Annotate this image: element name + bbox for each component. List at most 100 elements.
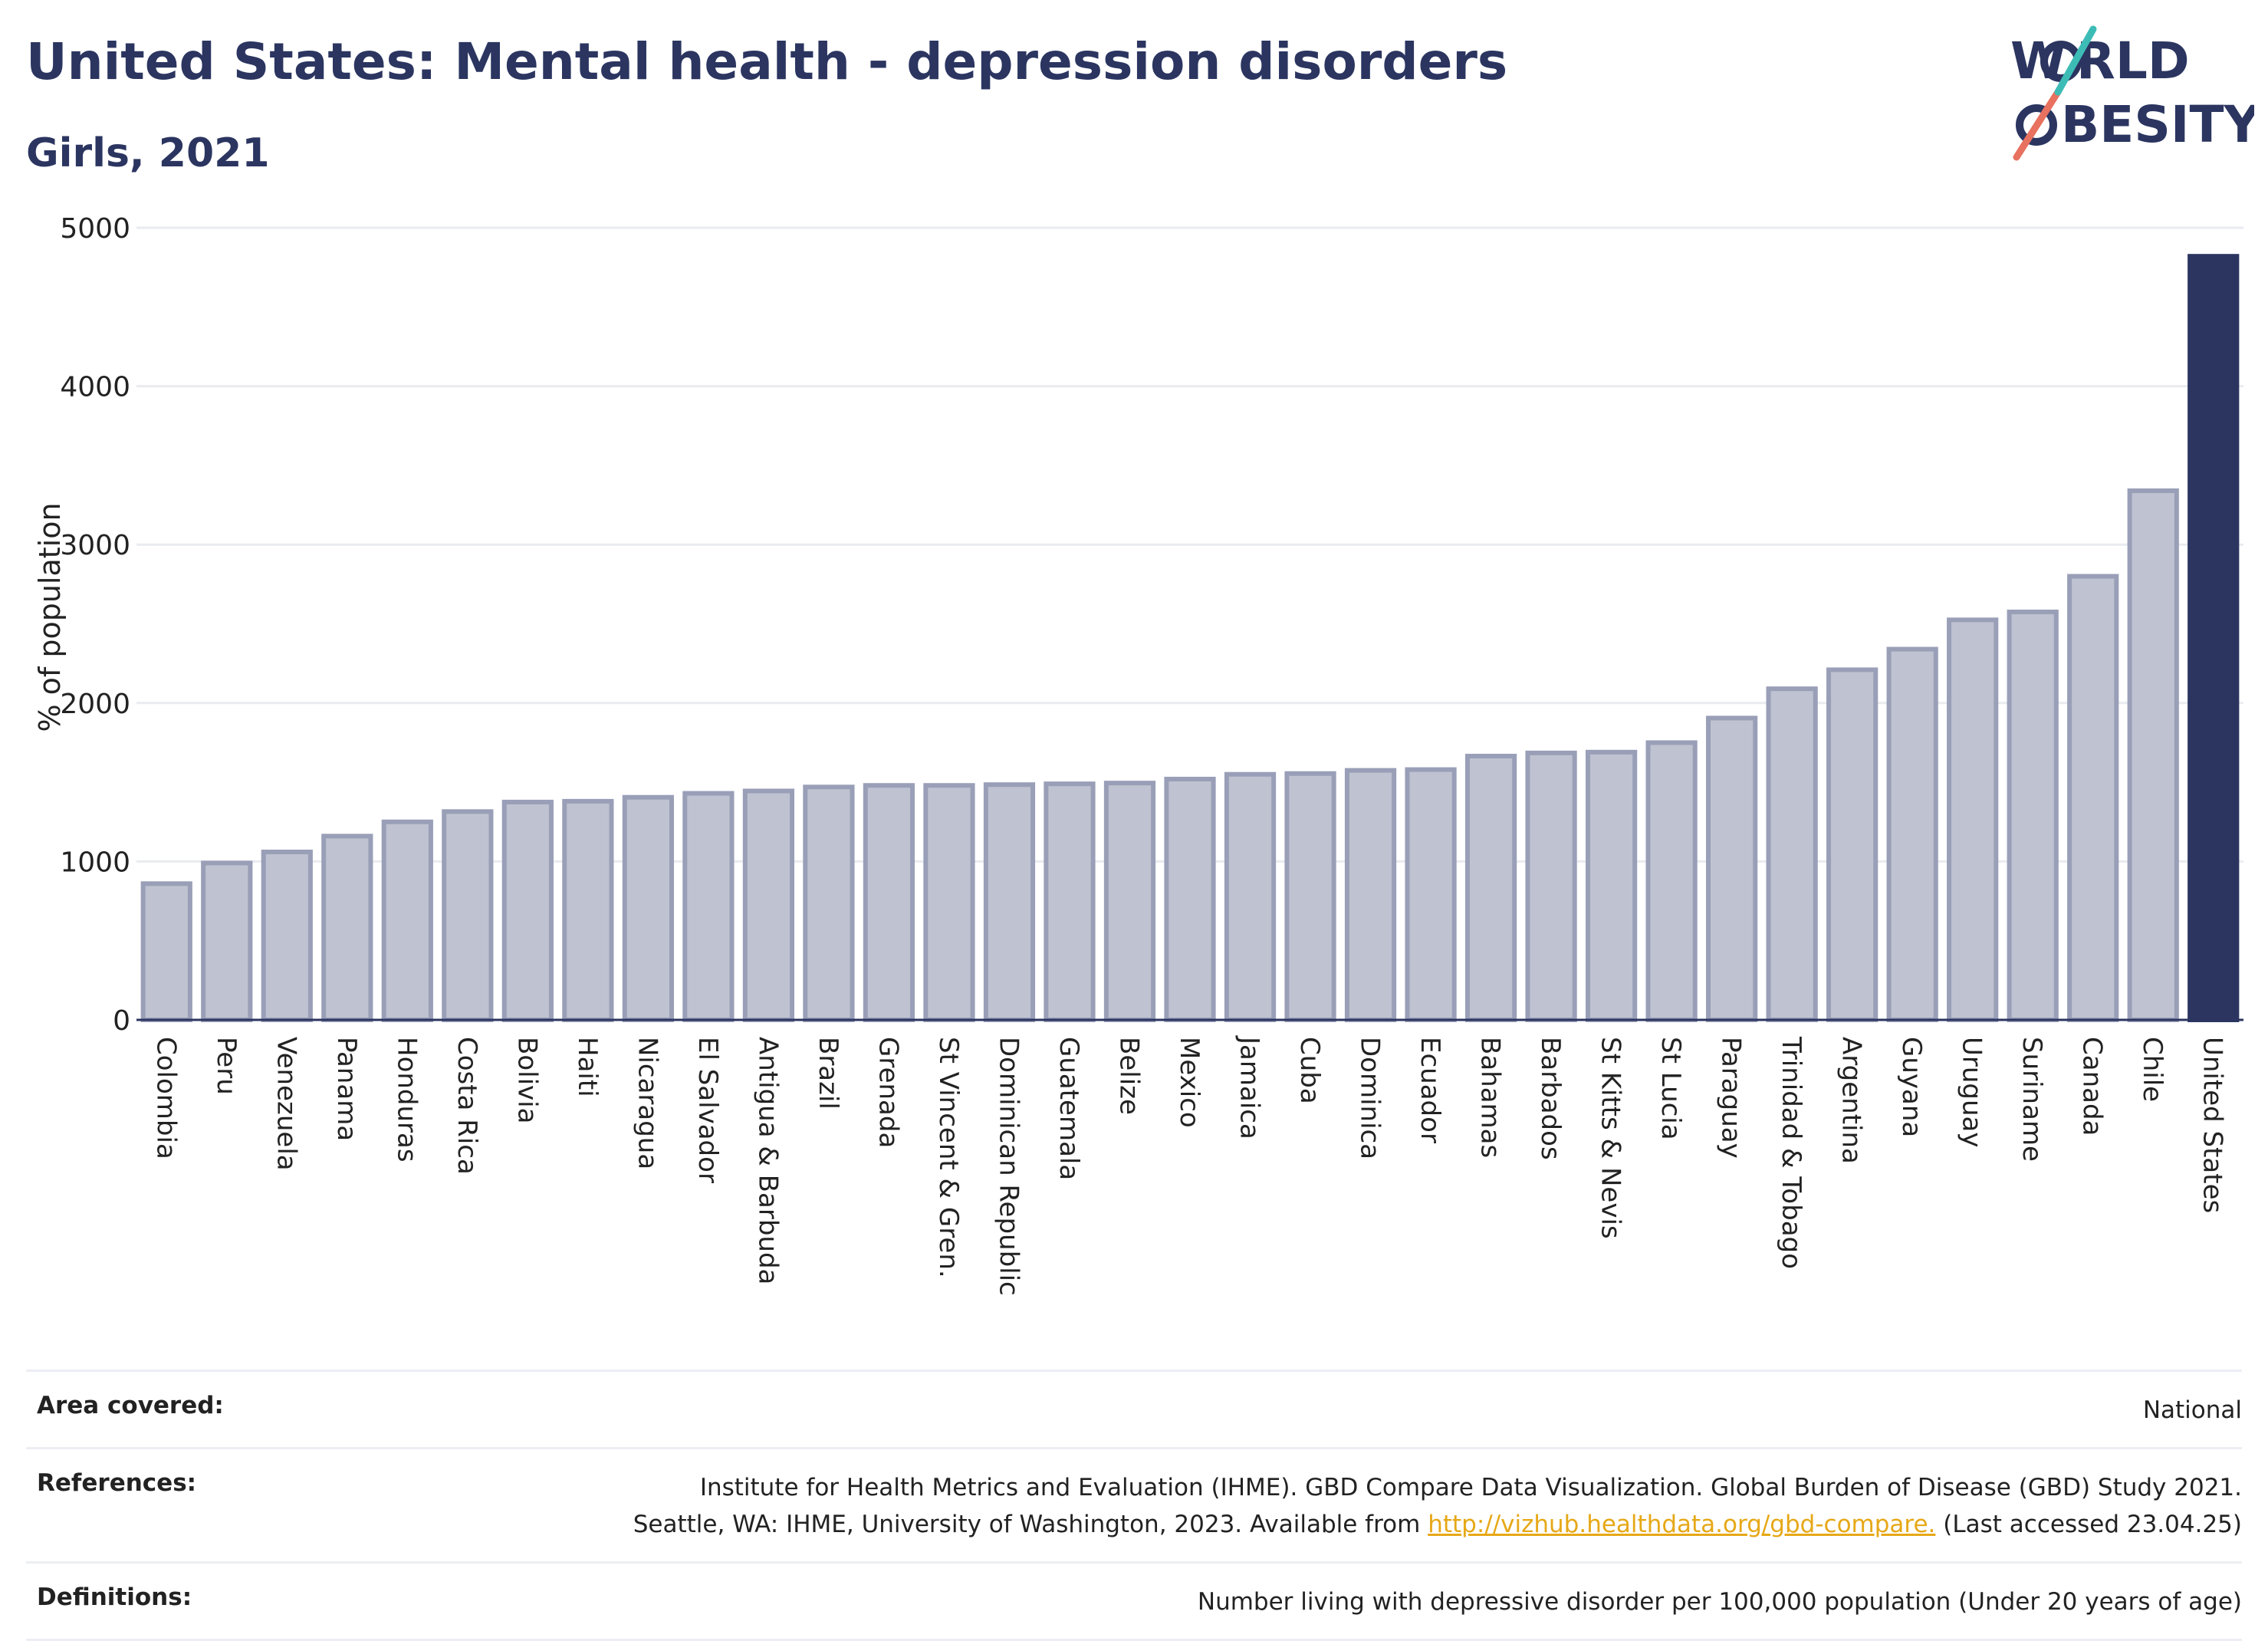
logo-slash-teal — [2054, 25, 2097, 96]
bar-guatemala — [1044, 781, 1096, 1023]
references-link[interactable]: http://vizhub.healthdata.org/gbd-compare… — [1428, 1511, 1936, 1538]
x-tick-label: Bolivia — [511, 1037, 542, 1123]
bar-st-lucia — [1645, 740, 1698, 1022]
logo-line1-rest: RLD — [2076, 31, 2190, 90]
bar-venezuela — [261, 850, 313, 1023]
x-tick-label: Colombia — [150, 1037, 181, 1159]
x-tick-label: Antigua & Barbuda — [752, 1037, 783, 1284]
x-tick-label: Chile — [2137, 1037, 2168, 1102]
x-tick-label: Dominican Republic — [993, 1037, 1024, 1296]
definitions-label: Definitions: — [37, 1583, 192, 1611]
bar-jamaica — [1224, 771, 1277, 1023]
x-tick-label: Nicaragua — [632, 1037, 662, 1169]
y-tick-label: 4000 — [60, 372, 130, 403]
x-tick-label: Haiti — [572, 1037, 603, 1097]
x-tick-label: Venezuela — [271, 1037, 301, 1171]
x-tick-label: Guyana — [1896, 1037, 1927, 1137]
references-label: References: — [37, 1469, 197, 1497]
x-tick-label: Dominica — [1355, 1037, 1385, 1159]
x-tick-label: Paraguay — [1716, 1037, 1747, 1159]
bar-uruguay — [1947, 617, 1999, 1022]
x-tick-label: Jamaica — [1234, 1035, 1265, 1139]
logo-line2: BESITY — [2061, 95, 2254, 154]
chart-subtitle: Girls, 2021 — [26, 130, 270, 176]
bar-canada — [2067, 574, 2119, 1022]
bar-dominica — [1344, 768, 1397, 1022]
bar-trinidad-tobago — [1766, 686, 1818, 1022]
x-axis-labels: Colombia Peru Venezuela Panama Honduras Costa… — [150, 1035, 2227, 1296]
bar-el-salvador — [682, 791, 735, 1022]
bar-antigua-barbuda — [742, 788, 795, 1022]
y-tick-label: 0 — [113, 1005, 130, 1037]
x-tick-label: Cuba — [1294, 1037, 1325, 1104]
bar-belize — [1103, 781, 1156, 1022]
bar-bahamas — [1464, 754, 1517, 1022]
x-tick-label: Uruguay — [1957, 1037, 1987, 1148]
x-tick-label: Canada — [2077, 1037, 2108, 1136]
references-line2-pre: Seattle, WA: IHME, University of Washing… — [633, 1511, 1428, 1538]
x-tick-label: Barbados — [1535, 1037, 1566, 1160]
x-tick-label: Honduras — [391, 1037, 422, 1163]
bar-ecuador — [1405, 767, 1457, 1023]
footer-row-area: Area covered: National — [26, 1370, 2242, 1447]
bar-peru — [201, 860, 253, 1022]
bar-costa-rica — [442, 809, 494, 1023]
x-tick-label: Panama — [331, 1037, 362, 1141]
x-tick-label: Belize — [1113, 1037, 1144, 1115]
bar-colombia — [140, 881, 192, 1022]
x-tick-label: Mexico — [1174, 1037, 1205, 1128]
bar-chart: 0 1000 2000 3000 4000 5000 Colombia Peru Venezu… — [33, 213, 2243, 1296]
bar-dominican-republic — [983, 782, 1036, 1022]
references-value: Institute for Health Metrics and Evaluat… — [633, 1469, 2242, 1543]
x-tick-label: Peru — [211, 1037, 242, 1095]
x-tick-label: Grenada — [873, 1037, 903, 1148]
y-tick-label: 3000 — [60, 530, 130, 561]
bar-bolivia — [501, 799, 554, 1023]
x-tick-label: Trinidad & Tobago — [1776, 1036, 1806, 1269]
references-line1: Institute for Health Metrics and Evaluat… — [699, 1474, 2242, 1501]
x-tick-label: Brazil — [813, 1037, 843, 1110]
area-label: Area covered: — [37, 1392, 224, 1419]
x-tick-label: St Kitts & Nevis — [1596, 1037, 1626, 1239]
x-tick-label: United States — [2197, 1037, 2228, 1213]
x-tick-label: Bahamas — [1475, 1037, 1506, 1158]
bar-grenada — [863, 783, 915, 1023]
bar-panama — [321, 834, 373, 1022]
bar-argentina — [1826, 667, 1878, 1022]
area-value: National — [2142, 1396, 2242, 1424]
footer-table: Area covered: National References: Insti… — [26, 1370, 2242, 1641]
x-tick-label: St Vincent & Gren. — [933, 1037, 964, 1278]
x-tick-label: St Lucia — [1655, 1037, 1686, 1140]
bars — [140, 254, 2240, 1023]
bar-st-kitts-nevis — [1585, 749, 1638, 1022]
definitions-value: Number living with depressive disorder p… — [1197, 1588, 2242, 1616]
x-tick-label: Argentina — [1836, 1037, 1867, 1164]
footer-row-definitions: Definitions: Number living with depressi… — [26, 1561, 2242, 1641]
x-tick-label: Suriname — [2017, 1037, 2047, 1162]
logo-slash-coral — [2013, 88, 2062, 161]
logo-o-ring-2 — [2016, 104, 2057, 146]
x-tick-label: Costa Rica — [452, 1037, 482, 1175]
bar-brazil — [803, 784, 855, 1022]
references-line2-post: (Last accessed 23.04.25) — [1935, 1511, 2242, 1538]
bar-chile — [2127, 488, 2179, 1022]
y-tick-label: 1000 — [60, 847, 130, 878]
x-tick-label: Ecuador — [1415, 1037, 1445, 1143]
bar-paraguay — [1706, 715, 1758, 1022]
bar-nicaragua — [622, 794, 674, 1023]
world-obesity-logo: W RLD BESITY — [2010, 25, 2254, 161]
bar-guyana — [1886, 646, 1938, 1023]
footer-row-references: References: Institute for Health Metrics… — [26, 1447, 2242, 1561]
x-tick-label: El Salvador — [692, 1037, 723, 1183]
y-tick-label: 5000 — [60, 213, 130, 245]
y-axis-label: % of population — [33, 502, 67, 732]
bar-mexico — [1164, 776, 1216, 1023]
bar-cuba — [1284, 771, 1336, 1022]
bar-honduras — [381, 819, 433, 1022]
bar-barbados — [1525, 750, 1577, 1023]
bar-haiti — [562, 798, 614, 1022]
bar-suriname — [2007, 610, 2059, 1022]
bar-st-vincent-gren- — [923, 783, 975, 1023]
bar-united-states — [2187, 254, 2240, 1022]
x-tick-label: Guatemala — [1053, 1037, 1084, 1180]
